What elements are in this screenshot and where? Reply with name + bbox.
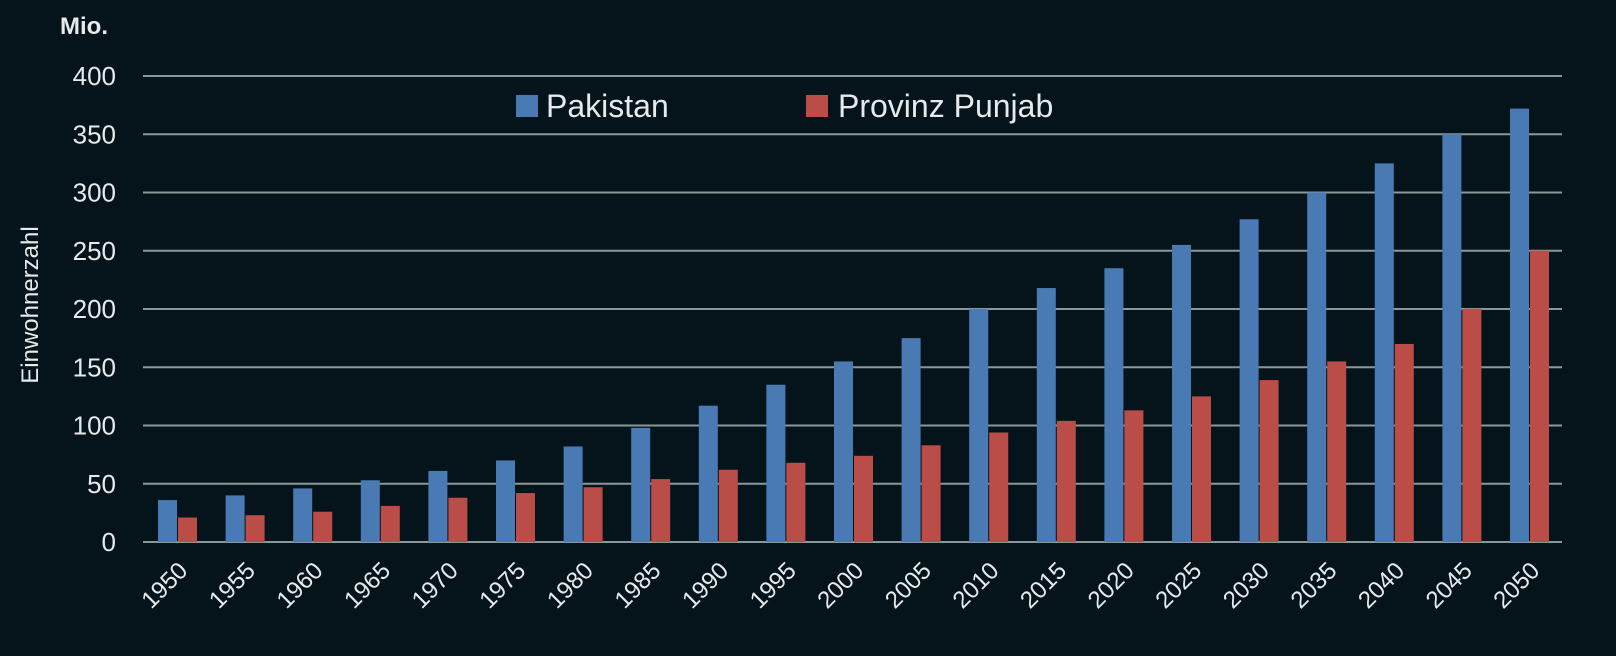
- bar-punjab-2050: [1530, 250, 1549, 542]
- x-tick-label: 1995: [745, 557, 802, 614]
- bar-pakistan-1955: [225, 495, 245, 542]
- x-tick-label: 2030: [1218, 557, 1275, 614]
- bar-pakistan-2050: [1510, 108, 1529, 543]
- bar-pakistan-1975: [496, 460, 515, 542]
- bar-punjab-2010: [989, 432, 1009, 542]
- x-tick-label: 2010: [948, 557, 1005, 614]
- x-tick-label: 2020: [1083, 557, 1140, 614]
- bar-punjab-2030: [1259, 380, 1279, 542]
- y-tick-label: 50: [87, 469, 116, 499]
- x-tick-label: 1960: [272, 557, 329, 614]
- x-tick-label: 1980: [542, 557, 599, 614]
- bar-punjab-2040: [1394, 343, 1414, 542]
- x-tick-label: 1975: [474, 557, 531, 614]
- bar-pakistan-1990: [698, 405, 718, 542]
- x-tick-label: 1965: [339, 557, 396, 614]
- bar-punjab-2005: [921, 445, 941, 542]
- y-tick-label: 0: [102, 527, 116, 557]
- bar-pakistan-2015: [1036, 288, 1056, 542]
- bar-pakistan-1965: [360, 480, 380, 542]
- bar-punjab-1965: [380, 505, 400, 542]
- bar-pakistan-1960: [293, 488, 313, 542]
- bar-pakistan-1985: [631, 427, 651, 542]
- x-tick-label: 1970: [407, 557, 464, 614]
- x-tick-label: 2025: [1150, 557, 1207, 614]
- x-tick-label: 2005: [880, 557, 937, 614]
- y-tick-label: 350: [73, 119, 116, 149]
- bar-punjab-2045: [1462, 309, 1482, 542]
- x-tick-label: 2045: [1421, 557, 1478, 614]
- bar-punjab-1975: [516, 493, 535, 542]
- bar-pakistan-1950: [158, 500, 177, 542]
- y-tick-label: 400: [73, 61, 116, 91]
- bar-punjab-2035: [1327, 361, 1347, 542]
- bar-punjab-2015: [1056, 420, 1076, 542]
- unit-label: Mio.: [60, 13, 108, 40]
- x-tick-label: 2015: [1015, 557, 1072, 614]
- legend-swatch-pakistan: [516, 95, 538, 117]
- y-tick-label: 100: [73, 411, 116, 441]
- legend-label-punjab: Provinz Punjab: [838, 88, 1053, 124]
- bar-punjab-1995: [786, 462, 806, 542]
- x-tick-label: 1955: [204, 557, 261, 614]
- bar-punjab-1970: [448, 497, 468, 542]
- bar-punjab-1950: [178, 517, 197, 542]
- y-axis-label: Einwohnerzahl: [17, 226, 44, 383]
- bar-pakistan-1980: [563, 446, 583, 542]
- x-tick-label: 1990: [677, 557, 734, 614]
- bar-pakistan-1970: [428, 470, 448, 542]
- bar-punjab-1990: [718, 469, 738, 542]
- bar-pakistan-2010: [969, 309, 989, 542]
- bar-pakistan-2000: [834, 361, 853, 542]
- bar-punjab-2000: [854, 455, 873, 542]
- bar-pakistan-2020: [1104, 268, 1124, 542]
- legend-swatch-punjab: [806, 95, 828, 117]
- x-tick-label: 1950: [136, 557, 193, 614]
- bar-punjab-2020: [1124, 410, 1144, 542]
- bar-pakistan-2030: [1239, 219, 1259, 543]
- bar-punjab-2025: [1192, 396, 1211, 542]
- x-tick-label: 2040: [1353, 557, 1410, 614]
- legend-label-pakistan: Pakistan: [546, 88, 669, 124]
- y-tick-label: 300: [73, 178, 116, 208]
- bar-punjab-1955: [245, 515, 265, 542]
- y-tick-label: 250: [73, 236, 116, 266]
- y-tick-label: 150: [73, 352, 116, 382]
- bar-punjab-1960: [313, 511, 333, 542]
- bar-pakistan-2005: [901, 338, 921, 542]
- y-tick-label: 200: [73, 294, 116, 324]
- x-tick-label: 2050: [1488, 557, 1545, 614]
- bar-punjab-1980: [583, 487, 603, 542]
- bar-punjab-1985: [651, 479, 671, 542]
- x-tick-label: 2035: [1286, 557, 1343, 614]
- legend: Pakistan Provinz Punjab: [516, 88, 1053, 124]
- bar-pakistan-2045: [1442, 134, 1462, 542]
- bar-pakistan-2040: [1374, 163, 1394, 542]
- bar-pakistan-1995: [766, 384, 786, 542]
- x-tick-label: 2000: [812, 557, 869, 614]
- bar-pakistan-2025: [1172, 244, 1191, 543]
- x-tick-label: 1985: [610, 557, 667, 614]
- bar-pakistan-2035: [1307, 192, 1327, 542]
